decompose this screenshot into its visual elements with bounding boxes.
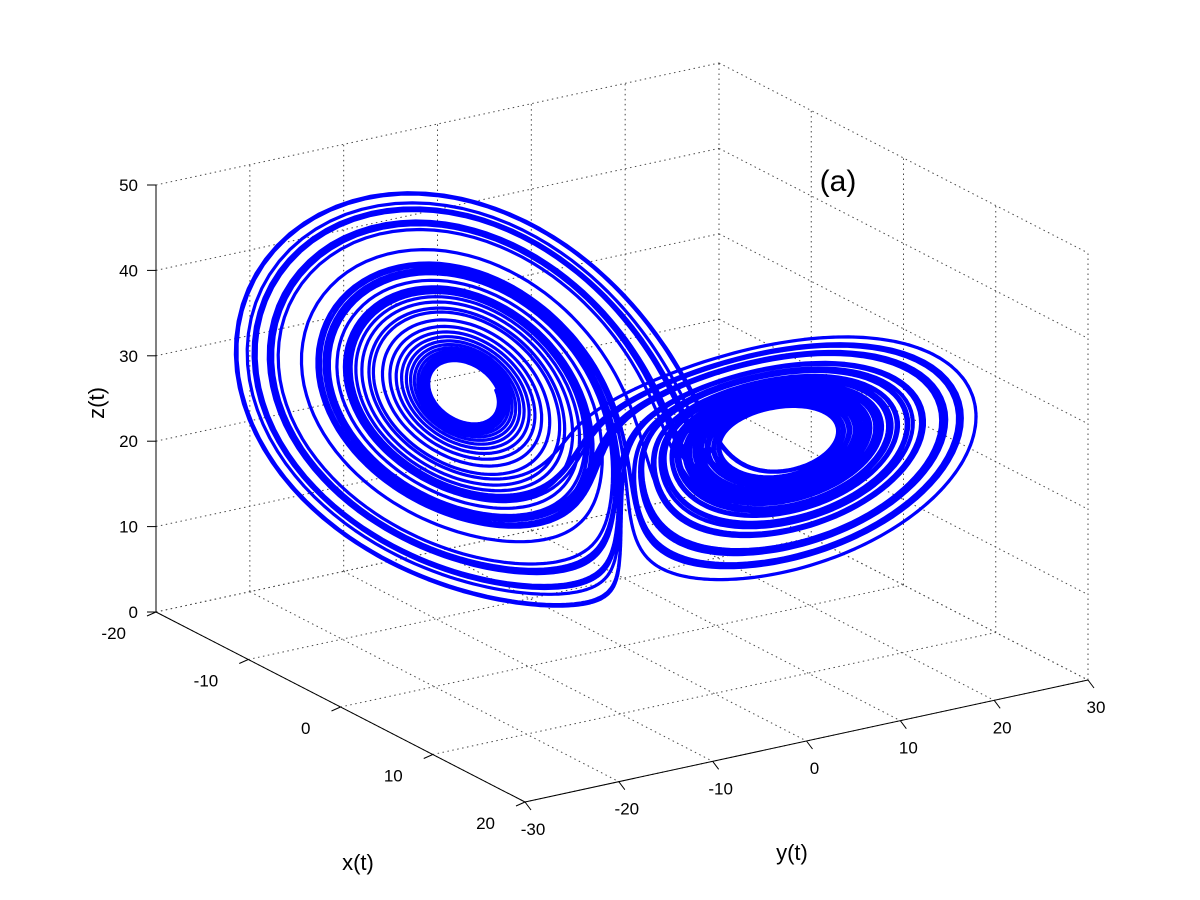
y-tick-mark xyxy=(899,720,907,729)
grid-line xyxy=(624,509,995,701)
x-tick-label: 10 xyxy=(384,767,403,786)
z-tick-label: 20 xyxy=(119,432,138,451)
y-tick-mark xyxy=(993,700,1001,709)
grid-line xyxy=(155,404,720,528)
z-tick-label: 30 xyxy=(119,347,138,366)
attractor-trajectory xyxy=(233,191,978,608)
grid-line xyxy=(531,530,901,722)
y-tick-label: 0 xyxy=(810,759,819,778)
grid-line xyxy=(340,584,904,708)
x-tick-label: -10 xyxy=(194,672,219,691)
y-tick-label: 20 xyxy=(993,718,1012,737)
grid-line xyxy=(718,233,1089,425)
x-tick-mark xyxy=(239,659,249,664)
grid-line xyxy=(718,489,1089,681)
grid-line xyxy=(155,489,720,613)
y-tick-mark xyxy=(712,761,720,770)
panel-label: (a) xyxy=(820,165,857,198)
x-tick-mark xyxy=(331,706,341,712)
grid-line xyxy=(718,147,1089,339)
z-tick-label: 0 xyxy=(129,603,138,622)
z-axis-label: z(t) xyxy=(84,387,109,419)
grid-line xyxy=(343,570,713,762)
grid-line xyxy=(248,537,812,660)
grid-line xyxy=(718,318,1089,510)
axes-layer xyxy=(146,184,1095,811)
y-tick-label: 10 xyxy=(899,739,918,758)
z-tick-label: 50 xyxy=(119,176,138,195)
grid-line xyxy=(718,62,1089,254)
y-tick-label: -20 xyxy=(615,800,640,819)
grid-line xyxy=(155,62,720,186)
y-tick-mark xyxy=(806,740,813,750)
x-tick-label: 20 xyxy=(476,814,495,833)
x-tick-mark xyxy=(515,801,526,807)
x-tick-mark xyxy=(423,754,433,759)
y-tick-mark xyxy=(1087,679,1095,689)
y-tick-mark xyxy=(524,801,532,811)
x-axis-label: x(t) xyxy=(342,850,374,875)
grid-line xyxy=(437,550,807,742)
y-tick-label: 30 xyxy=(1087,698,1106,717)
grid-line xyxy=(155,147,720,271)
y-tick-mark xyxy=(618,781,626,790)
x-tick-label: -20 xyxy=(101,624,126,643)
y-tick-label: -10 xyxy=(708,779,733,798)
trajectory-layer xyxy=(233,191,978,608)
grid-line xyxy=(249,591,620,783)
x-tick-label: 0 xyxy=(301,719,310,738)
tick-labels: 0 10 20 30 40 50 -20 -10 0 10 20 -30 -20 -10 0 10 20 30 xyxy=(101,176,1105,839)
y-axis-label: y(t) xyxy=(776,840,808,865)
z-tick-label: 10 xyxy=(119,518,138,537)
grid-line xyxy=(718,404,1089,596)
z-tick-label: 40 xyxy=(119,261,138,280)
y-tick-label: -30 xyxy=(521,820,546,839)
x-tick-mark xyxy=(146,611,157,617)
